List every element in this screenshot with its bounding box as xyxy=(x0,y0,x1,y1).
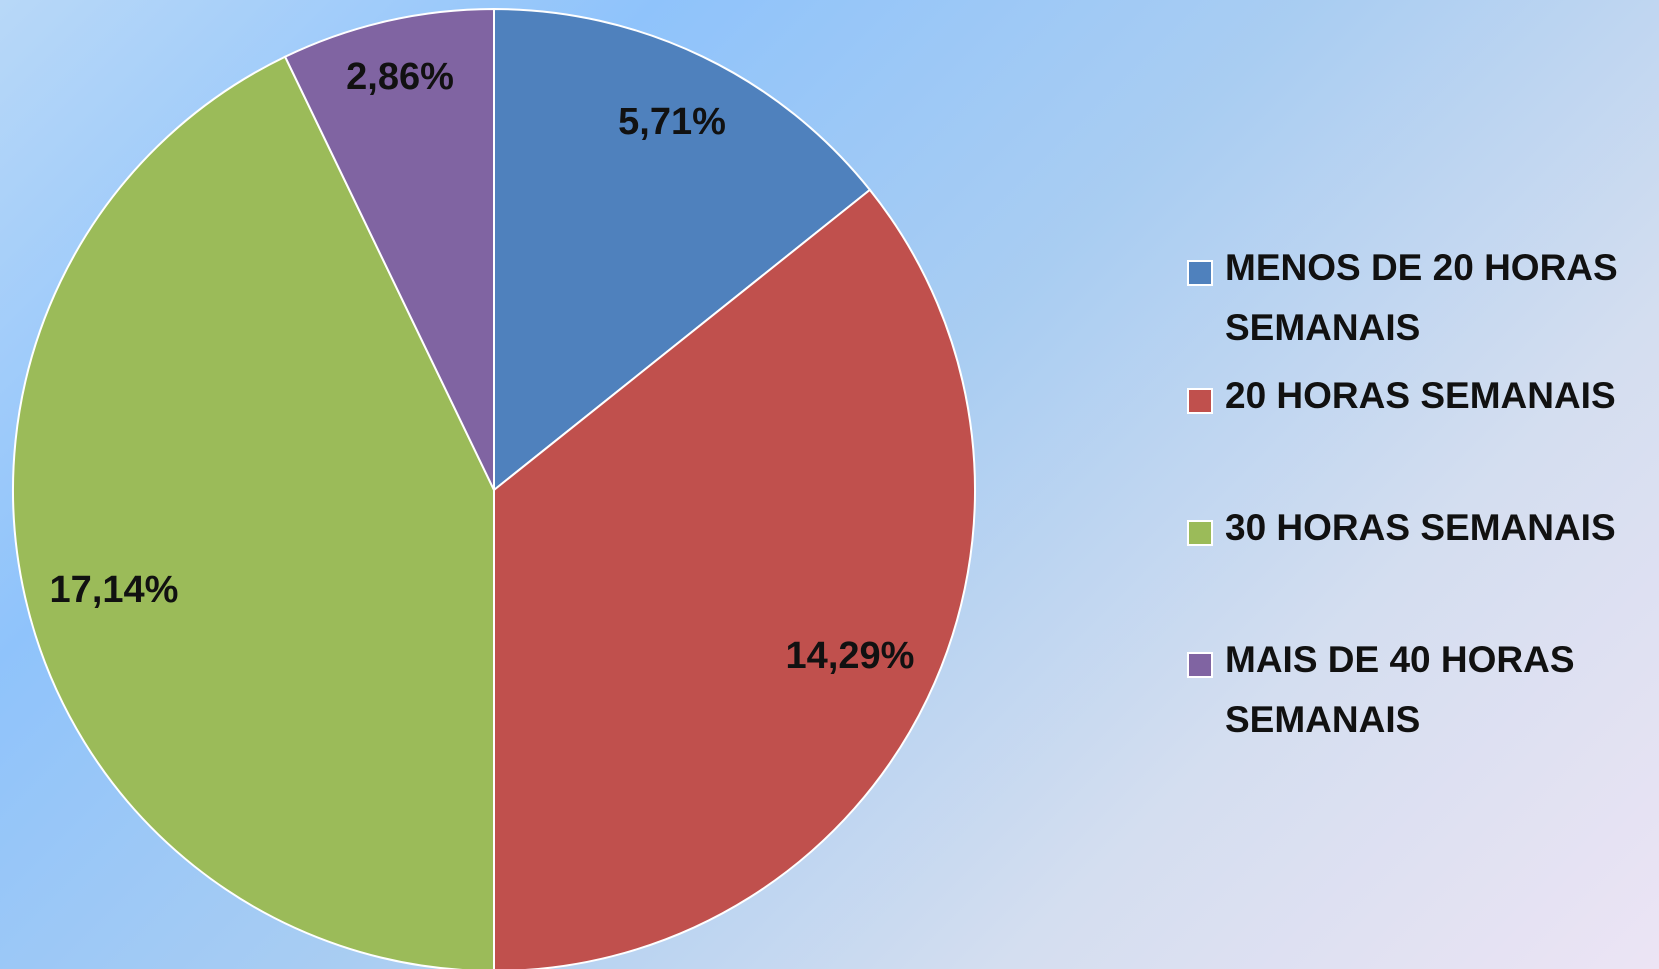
data-label: 5,71% xyxy=(618,101,726,143)
legend-swatch xyxy=(1187,388,1213,414)
legend-label: 30 HORAS SEMANAIS xyxy=(1225,507,1616,548)
data-label: 14,29% xyxy=(786,635,915,677)
legend-item: MENOS DE 20 HORAS SEMANAIS xyxy=(1187,247,1647,358)
pie-slice xyxy=(283,7,495,491)
legend-label: MAIS DE 40 HORAS SEMANAIS xyxy=(1225,639,1575,740)
pie-slice xyxy=(493,7,872,493)
legend-swatch xyxy=(1187,520,1213,546)
legend-swatch xyxy=(1187,652,1213,678)
legend-item: 20 HORAS SEMANAIS xyxy=(1187,375,1647,426)
data-label: 17,14% xyxy=(50,569,179,611)
legend-item: MAIS DE 40 HORAS SEMANAIS xyxy=(1187,639,1647,750)
legend-item: 30 HORAS SEMANAIS xyxy=(1187,507,1647,558)
legend-label: 20 HORAS SEMANAIS xyxy=(1225,375,1616,416)
pie-slice xyxy=(493,188,977,969)
legend-swatch xyxy=(1187,260,1213,286)
data-label: 2,86% xyxy=(346,56,454,98)
pie-slice xyxy=(12,55,495,969)
legend-label: MENOS DE 20 HORAS SEMANAIS xyxy=(1225,247,1618,348)
